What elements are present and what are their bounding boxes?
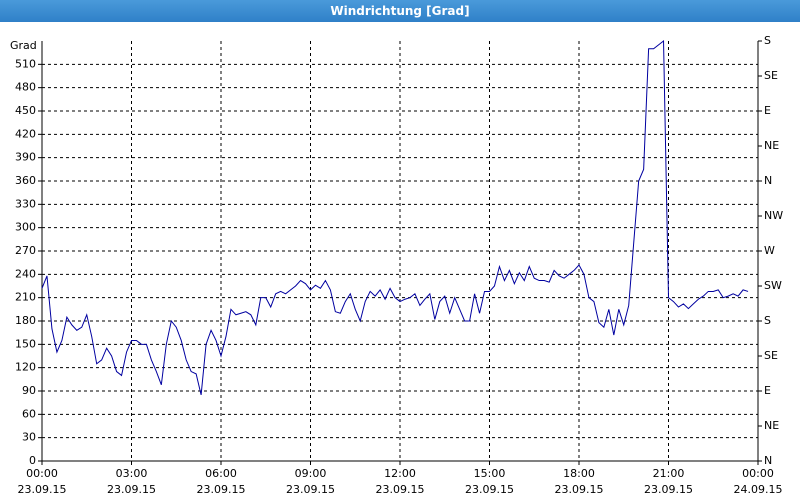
y2-tick-label: S — [764, 34, 771, 47]
y2-tick-label: S — [764, 314, 771, 327]
y-tick-label: 330 — [15, 197, 36, 210]
y-tick-label: 240 — [15, 267, 36, 280]
y2-tick-label: N — [764, 174, 772, 187]
y-tick-label: 60 — [22, 407, 36, 420]
y2-tick-label: NE — [764, 419, 779, 432]
y-tick-label: 390 — [15, 151, 36, 164]
y-tick-label: 120 — [15, 361, 36, 374]
y2-tick-label: NE — [764, 139, 779, 152]
x-tick-label: 09:00 23.09.15 — [286, 467, 335, 496]
y-tick-label: 210 — [15, 291, 36, 304]
y-tick-label: 30 — [22, 431, 36, 444]
y2-tick-label: W — [764, 244, 775, 257]
y-tick-label: 420 — [15, 127, 36, 140]
x-tick-label: 18:00 23.09.15 — [554, 467, 604, 496]
x-tick-label: 06:00 23.09.15 — [196, 467, 246, 496]
y-tick-label: 0 — [29, 454, 36, 467]
x-tick-label: 21:00 23.09.15 — [644, 467, 693, 496]
x-tick-label: 12:00 23.09.15 — [375, 467, 425, 496]
y-tick-label: 300 — [15, 221, 36, 234]
y2-tick-label: E — [764, 384, 771, 397]
y2-tick-label: SW — [764, 279, 782, 292]
y2-tick-label: SE — [764, 349, 778, 362]
y2-tick-label: N — [764, 454, 772, 467]
x-tick-label: 00:00 23.09.15 — [17, 467, 67, 496]
y-tick-label: 180 — [15, 314, 36, 327]
data-line — [41, 39, 749, 396]
y2-tick-label: SE — [764, 69, 778, 82]
y2-tick-label: NW — [764, 209, 783, 222]
y-tick-label: 150 — [15, 337, 36, 350]
y2-tick-label: E — [764, 104, 771, 117]
y-tick-label: 360 — [15, 174, 36, 187]
x-tick-label: 00:00 24.09.15 — [733, 467, 783, 496]
y-tick-label: 480 — [15, 81, 36, 94]
y-tick-label: 450 — [15, 104, 36, 117]
y-tick-label: 270 — [15, 244, 36, 257]
chart-title: Windrichtung [Grad] — [0, 0, 800, 22]
x-tick-label: 03:00 23.09.15 — [107, 467, 156, 496]
y-tick-label: 90 — [22, 384, 36, 397]
y-tick-label: 510 — [15, 57, 36, 70]
x-tick-label: 15:00 23.09.15 — [465, 467, 514, 496]
y-axis-label: Grad — [10, 39, 37, 52]
